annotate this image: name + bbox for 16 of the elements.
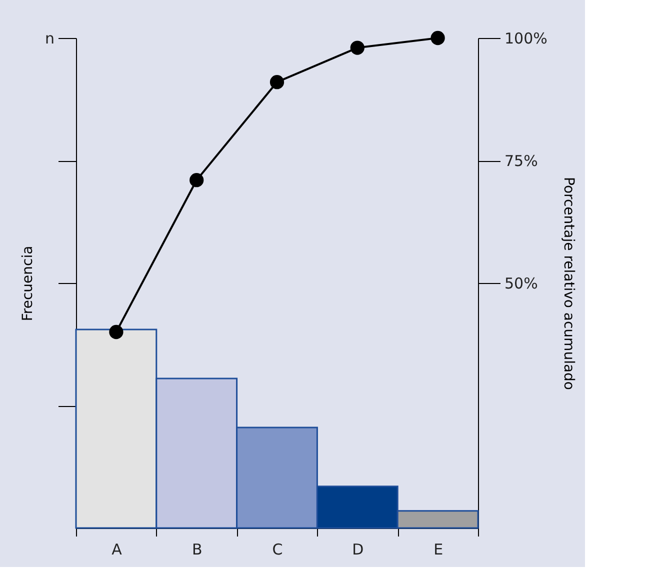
point xyxy=(270,75,284,90)
x-tick-label: E xyxy=(434,540,444,558)
point xyxy=(109,324,124,340)
point xyxy=(190,173,204,188)
x-tick-label: B xyxy=(192,540,202,558)
x-tick-label: A xyxy=(112,540,123,558)
y2-tick-label: 50% xyxy=(504,274,538,292)
x-tick-label: D xyxy=(352,540,364,558)
y-axis-title: Frecuencia xyxy=(20,246,36,322)
text: n xyxy=(44,30,54,48)
point xyxy=(350,40,364,55)
y2-axis-title: Porcentaje relativo acumulado xyxy=(560,177,576,390)
point xyxy=(430,30,445,46)
y2-tick-label: 100% xyxy=(504,30,548,48)
x-tick-label: C xyxy=(272,540,283,558)
y2-tick-label: 75% xyxy=(504,152,538,170)
